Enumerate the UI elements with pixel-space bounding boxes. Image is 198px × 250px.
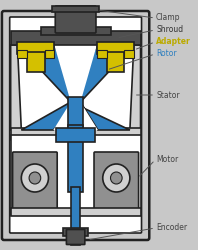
- Polygon shape: [11, 45, 21, 130]
- Polygon shape: [54, 45, 97, 102]
- Bar: [56, 128, 95, 142]
- Polygon shape: [21, 102, 80, 130]
- Circle shape: [29, 172, 41, 184]
- Bar: [11, 135, 141, 215]
- Circle shape: [103, 164, 130, 192]
- Text: Adapter: Adapter: [156, 38, 191, 46]
- Bar: [11, 31, 141, 45]
- Bar: [124, 50, 134, 58]
- FancyBboxPatch shape: [10, 17, 142, 233]
- Text: Motor: Motor: [156, 156, 178, 164]
- Bar: [63, 228, 88, 236]
- Bar: [71, 187, 80, 245]
- Bar: [27, 52, 45, 72]
- Polygon shape: [71, 45, 134, 102]
- FancyBboxPatch shape: [13, 152, 57, 209]
- Polygon shape: [71, 102, 130, 130]
- Text: Shroud: Shroud: [156, 26, 183, 35]
- FancyBboxPatch shape: [55, 6, 96, 33]
- Polygon shape: [130, 45, 141, 130]
- Bar: [97, 50, 107, 58]
- Bar: [68, 97, 83, 192]
- Polygon shape: [17, 45, 80, 102]
- Bar: [17, 50, 27, 58]
- FancyBboxPatch shape: [94, 152, 139, 209]
- Bar: [11, 208, 141, 216]
- Bar: [17, 42, 54, 54]
- Text: Stator: Stator: [156, 90, 180, 100]
- Bar: [107, 52, 124, 72]
- FancyBboxPatch shape: [2, 11, 149, 240]
- Text: Encoder: Encoder: [156, 224, 187, 232]
- Circle shape: [110, 172, 122, 184]
- Bar: [68, 125, 83, 140]
- Bar: [11, 128, 141, 140]
- Bar: [97, 42, 134, 54]
- Polygon shape: [53, 102, 98, 130]
- Bar: [52, 6, 99, 12]
- FancyBboxPatch shape: [66, 230, 85, 244]
- Text: Clamp: Clamp: [156, 14, 181, 22]
- Bar: [45, 50, 54, 58]
- Bar: [41, 27, 110, 35]
- Text: Rotor: Rotor: [156, 50, 177, 58]
- Circle shape: [21, 164, 49, 192]
